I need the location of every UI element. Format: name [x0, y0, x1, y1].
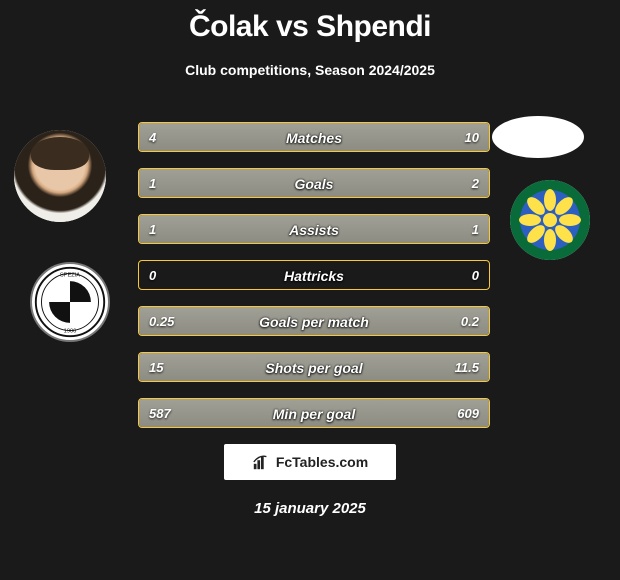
stat-bar: 410Matches — [138, 122, 490, 152]
svg-text:1906: 1906 — [64, 328, 77, 334]
player-left-avatar — [14, 130, 106, 222]
stat-bar: 0.250.2Goals per match — [138, 306, 490, 336]
stat-label: Assists — [139, 215, 489, 244]
comparison-subtitle: Club competitions, Season 2024/2025 — [0, 62, 620, 78]
footer-brand-text: FcTables.com — [276, 454, 368, 470]
stats-bars: 410Matches 12Goals 11Assists 00Hattricks 0.2… — [138, 122, 490, 444]
club-left-badge: SPEZIA 1906 — [30, 262, 110, 342]
stat-label: Min per goal — [139, 399, 489, 428]
player-left-face — [14, 130, 106, 222]
stat-label: Shots per goal — [139, 353, 489, 382]
club-right-badge — [510, 180, 590, 260]
footer-brand-badge: FcTables.com — [224, 444, 396, 480]
fctables-logo-icon — [252, 453, 270, 471]
stat-bar: 12Goals — [138, 168, 490, 198]
generation-date: 15 january 2025 — [0, 500, 620, 517]
stat-label: Hattricks — [139, 261, 489, 290]
stat-bar: 1511.5Shots per goal — [138, 352, 490, 382]
carrarese-badge-icon — [510, 180, 590, 260]
stat-bar: 11Assists — [138, 214, 490, 244]
stat-bar: 587609Min per goal — [138, 398, 490, 428]
player-right-avatar — [492, 116, 584, 158]
comparison-title: Čolak vs Shpendi — [0, 0, 620, 44]
stat-label: Matches — [139, 123, 489, 152]
spezia-badge-icon: SPEZIA 1906 — [32, 264, 108, 340]
svg-text:SPEZIA: SPEZIA — [60, 272, 80, 278]
stat-label: Goals per match — [139, 307, 489, 336]
stat-bar: 00Hattricks — [138, 260, 490, 290]
stat-label: Goals — [139, 169, 489, 198]
